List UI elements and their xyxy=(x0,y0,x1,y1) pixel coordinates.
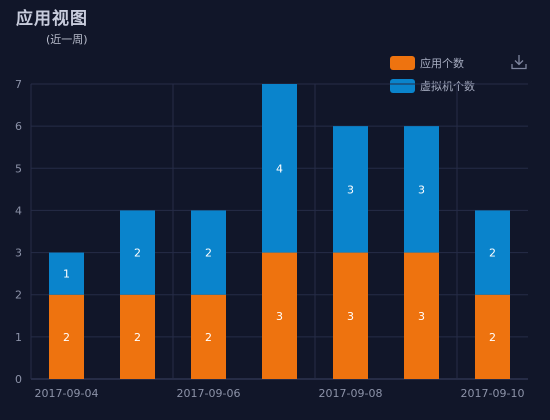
legend-swatch-app xyxy=(390,56,415,70)
bar-vm-count[interactable] xyxy=(120,210,155,295)
bar-data-label: 3 xyxy=(418,183,425,196)
y-tick-label: 1 xyxy=(15,331,22,344)
bar-data-label: 2 xyxy=(489,247,496,260)
x-tick-label: 2017-09-04 xyxy=(35,387,99,400)
x-tick-label: 2017-09-08 xyxy=(319,387,383,400)
bar-data-label: 2 xyxy=(63,331,70,344)
y-tick-label: 7 xyxy=(15,78,22,91)
bar-data-label: 4 xyxy=(276,162,283,175)
legend-label-app: 应用个数 xyxy=(420,57,464,70)
bar-app-count[interactable] xyxy=(120,294,155,379)
bar-vm-count[interactable] xyxy=(262,84,297,253)
bar-layer: 2 1 2 2 2 2 3 4 3 3 3 3 2 2 xyxy=(49,84,510,379)
bar-vm-count[interactable] xyxy=(475,210,510,295)
bar-app-count[interactable] xyxy=(404,252,439,379)
legend-item-vm[interactable]: 虚拟机个数 xyxy=(390,79,475,93)
x-tick-label: 2017-09-10 xyxy=(461,387,525,400)
y-tick-label: 5 xyxy=(15,162,22,175)
bar-data-label: 2 xyxy=(134,247,141,260)
bar-vm-count[interactable] xyxy=(333,126,368,253)
bar-vm-count[interactable] xyxy=(191,210,226,295)
chart-subtitle: (近一周) xyxy=(46,33,88,46)
bar-vm-count[interactable] xyxy=(404,126,439,253)
legend-label-vm: 虚拟机个数 xyxy=(420,80,475,93)
x-tick-label: 2017-09-06 xyxy=(177,387,241,400)
bar-vm-count[interactable] xyxy=(49,252,84,295)
legend-item-app[interactable]: 应用个数 xyxy=(390,56,464,70)
bar-app-count[interactable] xyxy=(262,252,297,379)
y-tick-label: 6 xyxy=(15,120,22,133)
legend-swatch-vm xyxy=(390,79,415,93)
download-icon[interactable] xyxy=(510,53,528,71)
bar-app-count[interactable] xyxy=(49,294,84,379)
bar-data-label: 2 xyxy=(489,331,496,344)
y-tick-label: 4 xyxy=(15,204,22,217)
bar-data-label: 3 xyxy=(347,183,354,196)
bar-data-label: 2 xyxy=(205,247,212,260)
bar-data-label: 3 xyxy=(276,310,283,323)
bar-data-label: 2 xyxy=(205,331,212,344)
bar-data-label: 3 xyxy=(347,310,354,323)
y-tick-label: 2 xyxy=(15,289,22,302)
y-tick-label: 0 xyxy=(15,373,22,386)
bar-data-label: 2 xyxy=(134,331,141,344)
bar-app-count[interactable] xyxy=(333,252,368,379)
bar-data-label: 1 xyxy=(63,268,70,281)
bar-app-count[interactable] xyxy=(191,294,226,379)
bar-app-count[interactable] xyxy=(475,294,510,379)
y-tick-label: 3 xyxy=(15,247,22,260)
bar-data-label: 3 xyxy=(418,310,425,323)
axis-layer: 0 1 2 3 4 5 6 7 2017-09-04 2017-09-06 2017-09-08 20… xyxy=(15,78,524,400)
chart-title: 应用视图 xyxy=(16,9,88,29)
